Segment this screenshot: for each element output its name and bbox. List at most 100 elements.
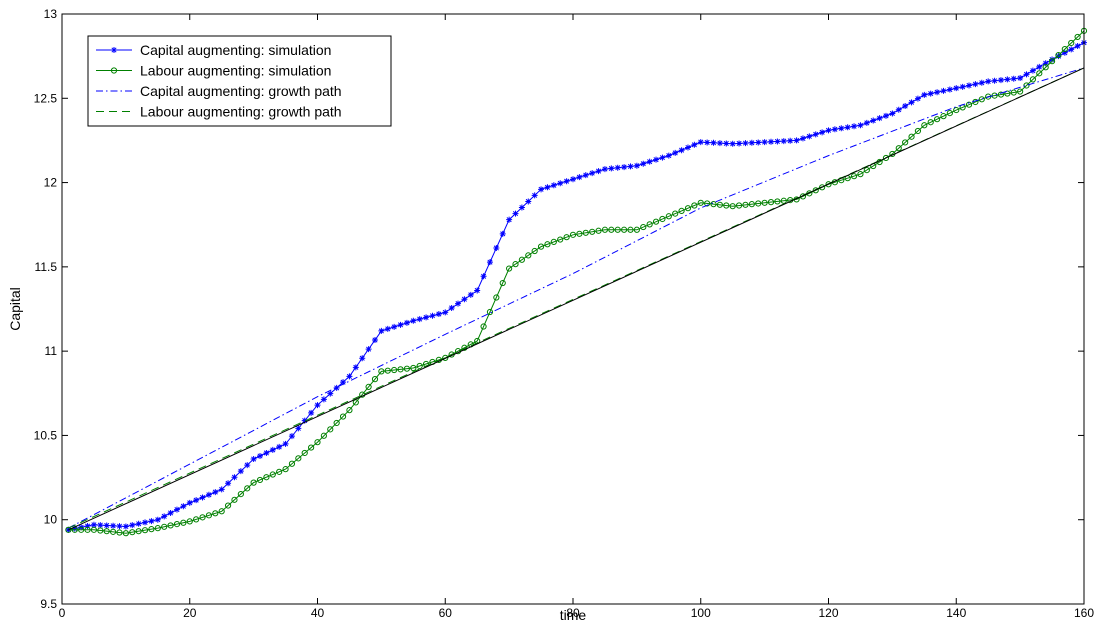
data-point	[908, 99, 915, 106]
legend-marker	[110, 67, 118, 74]
axes-layer: 0 20 40 60 80 100 120 140 160 9.5 10 10.5 11 11.5 12 12…	[34, 7, 1095, 620]
data-point	[646, 221, 653, 228]
data-point	[691, 202, 698, 209]
data-point	[308, 409, 315, 416]
data-point	[1010, 89, 1017, 96]
data-point	[65, 526, 72, 533]
data-point	[225, 480, 232, 487]
data-point	[684, 144, 691, 151]
data-point	[946, 110, 953, 117]
plot-layer	[65, 27, 1088, 537]
data-point	[461, 344, 468, 351]
data-point	[531, 192, 538, 199]
data-point	[78, 526, 85, 533]
data-point	[518, 256, 526, 263]
data-point	[403, 365, 411, 372]
data-point	[282, 466, 289, 473]
data-point	[601, 166, 608, 173]
data-point	[927, 90, 934, 97]
data-point	[480, 273, 487, 280]
y-tick-label: 11	[45, 344, 58, 358]
data-point	[1042, 60, 1049, 67]
data-point	[327, 426, 334, 433]
data-point	[742, 140, 749, 147]
data-point	[1029, 76, 1037, 83]
data-point	[953, 106, 960, 114]
data-point	[250, 456, 257, 463]
data-point	[71, 525, 78, 532]
data-point	[218, 508, 225, 515]
data-point	[863, 166, 870, 174]
data-point	[691, 141, 698, 148]
data-point	[729, 203, 736, 210]
data-point	[116, 523, 123, 530]
data-point	[263, 449, 270, 456]
data-point	[499, 279, 506, 287]
data-point	[103, 528, 110, 535]
data-point	[231, 496, 238, 503]
data-point	[352, 399, 359, 406]
y-tick-label: 10	[44, 513, 58, 527]
data-point	[167, 509, 174, 516]
data-point	[844, 124, 851, 131]
data-point	[550, 182, 557, 189]
data-point	[218, 486, 225, 493]
data-point	[116, 529, 123, 536]
data-point	[780, 197, 787, 204]
data-point	[748, 201, 755, 208]
data-point	[314, 439, 321, 446]
data-point	[614, 164, 621, 171]
data-point	[997, 91, 1005, 98]
data-point	[882, 154, 890, 162]
data-point	[812, 131, 819, 138]
data-point	[940, 87, 947, 94]
legend-item: Capital augmenting: growth path	[96, 83, 342, 99]
data-point	[895, 145, 902, 152]
data-point	[359, 355, 366, 362]
data-point	[538, 186, 545, 193]
data-point	[851, 123, 858, 130]
data-point	[933, 116, 941, 123]
data-point	[1049, 56, 1056, 63]
data-point	[582, 172, 589, 179]
y-tick-label: 12	[44, 176, 58, 190]
data-point	[480, 323, 487, 330]
data-point	[704, 200, 711, 207]
data-point	[787, 137, 794, 144]
data-point	[761, 199, 768, 206]
data-point	[914, 95, 921, 102]
data-point	[921, 91, 928, 98]
data-point	[653, 156, 660, 163]
data-point	[352, 364, 359, 371]
data-point	[429, 312, 436, 319]
data-point	[659, 154, 666, 161]
data-point	[621, 164, 628, 171]
data-point	[857, 122, 864, 129]
data-point	[825, 181, 832, 188]
data-point	[608, 226, 615, 233]
data-point	[135, 528, 142, 535]
data-point	[774, 198, 781, 205]
legend-label: Capital augmenting: simulation	[140, 42, 331, 58]
data-point	[889, 110, 896, 117]
y-axis-label: Capital	[7, 287, 23, 331]
data-point	[735, 202, 743, 209]
data-point	[569, 231, 577, 238]
data-point	[205, 512, 213, 519]
data-point	[978, 79, 985, 86]
data-point	[1074, 43, 1081, 50]
data-point	[371, 376, 379, 383]
data-point	[748, 139, 755, 146]
data-point	[301, 449, 308, 457]
data-point	[301, 417, 308, 424]
data-point	[135, 520, 142, 527]
data-point	[193, 497, 200, 504]
data-point	[633, 162, 640, 169]
data-point	[1036, 63, 1043, 70]
data-point	[729, 140, 736, 147]
data-point	[902, 139, 909, 146]
y-tick-label: 10.5	[34, 428, 58, 442]
data-point	[525, 198, 532, 205]
data-point	[761, 139, 768, 146]
data-point	[716, 201, 724, 208]
